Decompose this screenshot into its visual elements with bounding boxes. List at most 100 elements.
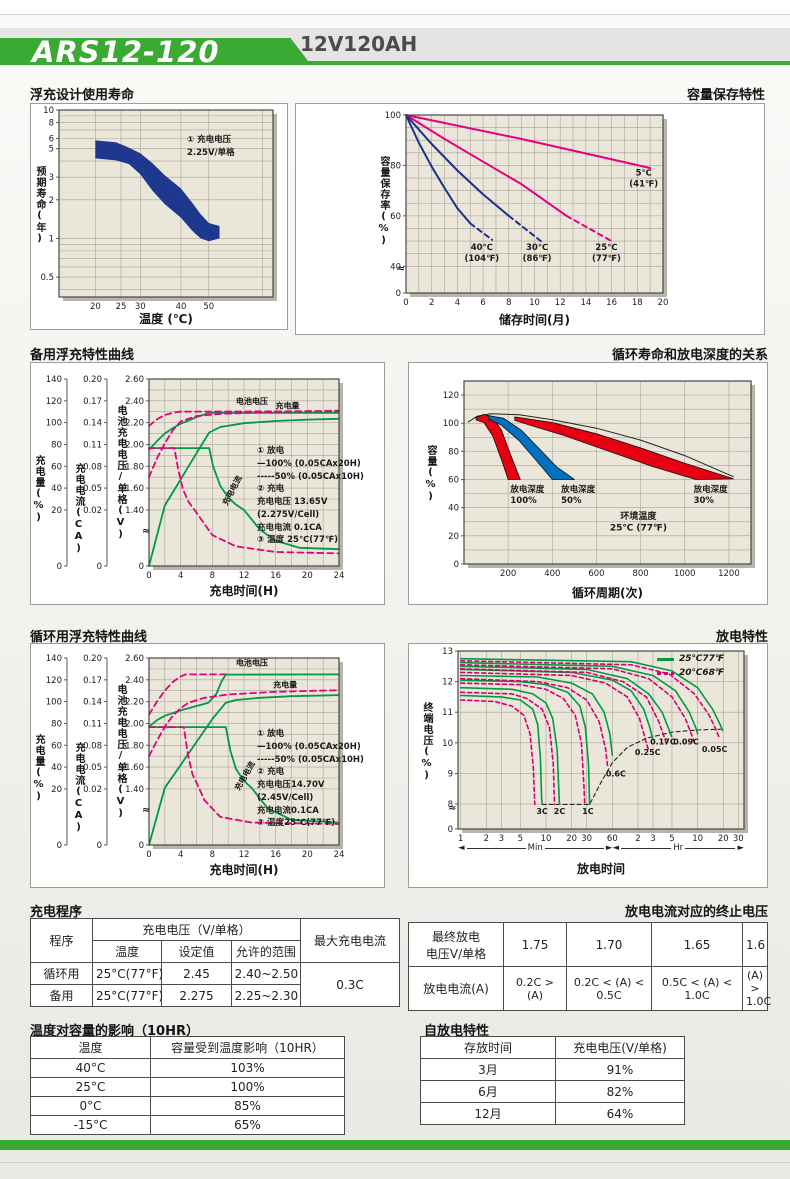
svg-text:充电量: 充电量: [273, 679, 297, 689]
svg-text:10: 10: [43, 106, 54, 116]
svg-text:16: 16: [270, 571, 281, 581]
footer-divider: [0, 1162, 790, 1163]
svg-text:电池电压: 电池电压: [236, 396, 268, 406]
svg-text:6: 6: [480, 298, 485, 308]
plot-border: [58, 109, 274, 298]
col-program: 程序: [30, 918, 93, 963]
cell: 放电电流(A): [408, 966, 504, 1011]
battery-spec: 12V120AH: [300, 32, 418, 56]
svg-text:100: 100: [385, 111, 401, 121]
svg-text:1.60: 1.60: [125, 763, 144, 773]
title-charge-program: 充电程序: [30, 905, 83, 920]
cell: 85%: [150, 1096, 345, 1116]
title-cycle-float: 循环用浮充特性曲线: [30, 630, 148, 645]
svg-text:8: 8: [506, 298, 511, 308]
col-setvalue: 设定值: [161, 940, 232, 963]
svg-text:0.05: 0.05: [83, 484, 102, 494]
float-life-chart-panel: 10 8 6 5 3 2 1 0.5 20 25 30 40 50 预期寿命(年) 温度 (℃) ① 充…: [30, 103, 288, 330]
svg-text:2.60: 2.60: [125, 375, 144, 385]
cell: 1.6: [742, 922, 768, 967]
svg-text:9: 9: [448, 769, 453, 779]
svg-text:10: 10: [541, 834, 552, 844]
svg-text:120: 120: [46, 397, 62, 407]
svg-text:80: 80: [51, 719, 62, 729]
table-row: 25°C 100%: [30, 1077, 345, 1097]
svg-text:10: 10: [692, 834, 703, 844]
svg-text:10: 10: [529, 298, 540, 308]
axis-ticks: 10 8 65 3 2 1 0.5 20 25 30 40 50: [40, 106, 214, 312]
svg-text:11: 11: [442, 708, 453, 718]
cycle-float-chart: 1401201008060402000.200.170.140.110.080.…: [46, 654, 345, 860]
svg-text:80: 80: [448, 447, 459, 457]
header-cell: 温度: [30, 1036, 151, 1059]
svg-text:1200: 1200: [718, 569, 740, 579]
legend-25c-label: 25℃77℉: [679, 654, 724, 664]
cell: 1.70: [566, 922, 652, 967]
cycle-life-xlabel: 循环周期(次): [572, 586, 643, 600]
svg-text:800: 800: [632, 569, 648, 579]
svg-text:100: 100: [443, 419, 459, 429]
svg-text:0.14: 0.14: [83, 419, 102, 429]
svg-text:8: 8: [448, 800, 453, 810]
float-life-note: ① 充电电压 2.25V/单格: [187, 135, 235, 158]
cell: -15°C: [30, 1115, 151, 1135]
svg-text:0.17: 0.17: [83, 397, 102, 407]
svg-text:3C: 3C: [536, 807, 548, 816]
svg-text:2.60: 2.60: [125, 654, 144, 664]
svg-text:1.80: 1.80: [125, 462, 144, 472]
svg-text:0: 0: [57, 841, 62, 851]
header-cell: 容量受到温度影响（10HR）: [150, 1036, 345, 1059]
cell: 100%: [150, 1077, 345, 1097]
svg-text:≈: ≈: [397, 264, 405, 275]
svg-text:13: 13: [442, 647, 453, 657]
svg-text:80: 80: [51, 440, 62, 450]
svg-text:40: 40: [176, 302, 187, 312]
svg-text:16: 16: [270, 850, 281, 860]
svg-text:0.11: 0.11: [83, 440, 102, 450]
svg-text:1.60: 1.60: [125, 484, 144, 494]
cell: 91%: [555, 1058, 685, 1081]
svg-text:2.20: 2.20: [125, 419, 144, 429]
svg-text:25℃(77℉): 25℃ (77℉): [592, 243, 621, 264]
svg-text:12: 12: [239, 571, 250, 581]
cell: 64%: [555, 1102, 685, 1125]
cycle-ylabel-charge-current: 充电电流(CA): [73, 742, 84, 834]
svg-text:50: 50: [203, 302, 214, 312]
header-cell: 充电电压(V/单格): [555, 1036, 685, 1059]
svg-text:0.5: 0.5: [40, 273, 54, 283]
table-row: -15°C 65%: [30, 1115, 345, 1135]
cycle-ylabel-charge-qty: 充电量(%): [33, 734, 44, 803]
svg-text:400: 400: [544, 569, 560, 579]
svg-text:20: 20: [448, 532, 459, 542]
svg-text:0.6C: 0.6C: [606, 770, 626, 779]
svg-text:3: 3: [499, 834, 504, 844]
cell: 最终放电 电压V/单格: [408, 922, 504, 967]
svg-text:4: 4: [178, 571, 183, 581]
svg-text:5: 5: [669, 834, 674, 844]
standby-ylabel-cell-voltage: 电池充电电压/单格(V): [115, 405, 126, 541]
cell: 12月: [420, 1102, 556, 1125]
svg-text:600: 600: [588, 569, 604, 579]
table-row: 放电电流(A) 0.2C > (A) 0.2C < (A) < 0.5C 0.5…: [408, 966, 771, 1011]
svg-text:30℃(86℉): 30℃ (86℉): [523, 243, 552, 264]
hours-range-label: Hr: [673, 843, 684, 853]
svg-text:4: 4: [455, 298, 460, 308]
table-row: 最终放电 电压V/单格 1.75 1.70 1.65 1.6: [408, 922, 768, 967]
svg-text:1C: 1C: [582, 807, 594, 816]
svg-text:18: 18: [632, 298, 643, 308]
plot-border: [405, 114, 664, 294]
svg-text:100: 100: [46, 419, 62, 429]
svg-text:20: 20: [51, 785, 62, 795]
cell: 2.275: [161, 984, 232, 1007]
svg-text:30: 30: [135, 302, 146, 312]
svg-text:2.20: 2.20: [125, 698, 144, 708]
capacity-retention-chart-panel: 100 80 60 40 0 0 2 4 6 8 10 12 14 16 18 20 40℃ (104℉) 30℃(…: [295, 103, 765, 335]
cutoff-voltage-table: 最终放电 电压V/单格 1.75 1.70 1.65 1.6 放电电流(A) 0…: [408, 922, 771, 1011]
svg-text:12: 12: [555, 298, 566, 308]
legend-20c-label: 20℃68℉: [679, 668, 724, 678]
series: [405, 114, 652, 243]
